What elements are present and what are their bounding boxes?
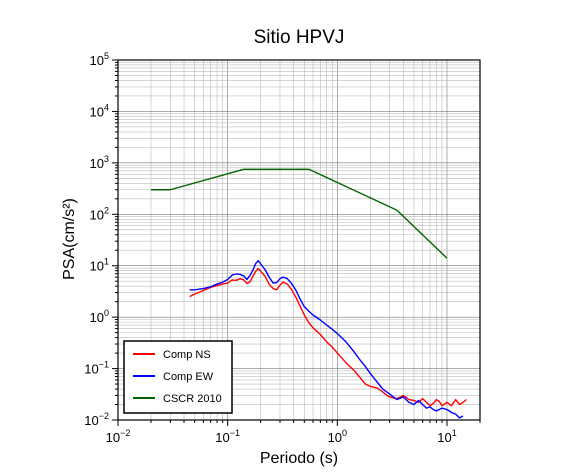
y-tick-label: 103: [90, 154, 109, 171]
x-axis-label: Periodo (s): [260, 450, 338, 467]
x-tick-label: 10−1: [215, 428, 240, 445]
plot-frame: [117, 59, 481, 421]
axis-ticks: [112, 59, 481, 426]
y-axis-label: PSA(cm/s²): [61, 198, 78, 280]
series-cscr-2010-line: [151, 168, 448, 259]
legend-label-comp-ns: Comp NS: [163, 349, 211, 361]
legend: Comp NS Comp EW CSCR 2010: [123, 340, 233, 414]
series-layer: [151, 168, 467, 419]
series-comp-ns-line: [189, 267, 467, 407]
y-tick-label: 101: [90, 257, 109, 274]
y-tick-label: 104: [90, 102, 109, 119]
legend-items: Comp NS Comp EW CSCR 2010: [133, 349, 222, 405]
series-comp-ew-line: [189, 260, 464, 419]
x-tick-label: 10−2: [106, 428, 131, 445]
y-tick-label: 10−1: [84, 360, 109, 377]
chart-title: Sitio HPVJ: [254, 27, 345, 48]
y-tick-label: 105: [90, 51, 109, 68]
legend-label-comp-ew: Comp EW: [163, 371, 214, 383]
x-tick-label: 100: [328, 428, 347, 445]
y-tick-label: 102: [90, 205, 109, 222]
y-tick-label: 100: [90, 308, 109, 325]
y-tick-label: 10−2: [84, 411, 109, 428]
tick-labels: 10−2 10−1 100 101 10−2 10−1 100 101 102 103 104 105: [84, 51, 456, 445]
grid: [117, 59, 481, 421]
x-tick-label: 101: [437, 428, 456, 445]
legend-label-cscr-2010: CSCR 2010: [163, 393, 222, 405]
